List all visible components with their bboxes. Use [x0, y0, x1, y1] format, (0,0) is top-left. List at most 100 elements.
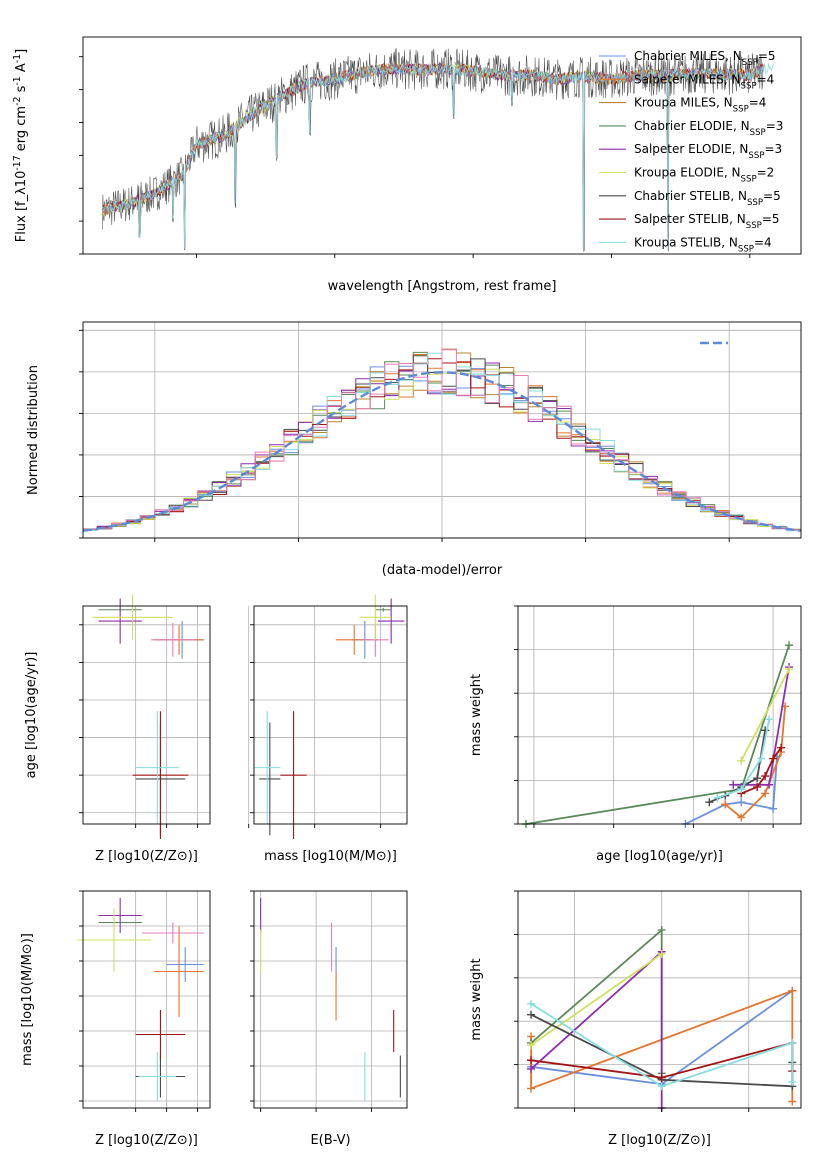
- errorbar-point: [132, 711, 189, 840]
- x-axis-label: Z [log10(Z/Z⊙)]: [95, 849, 198, 864]
- axes-weight_vs_Z: Z [log10(Z/Z⊙)] mass weight: [469, 890, 802, 1148]
- x-axis-label: Z [log10(Z/Z⊙)]: [95, 1133, 198, 1148]
- legend-label: Kroupa ELODIE, NSSP=2: [634, 166, 774, 185]
- x-axis-label: wavelength [Angstrom, rest frame]: [328, 279, 557, 294]
- series-kroupa-stelib: [713, 715, 774, 802]
- data-point: [785, 665, 794, 674]
- y-axis-label: mass weight: [469, 674, 484, 756]
- series-line: [530, 949, 663, 1108]
- data-point: [705, 798, 714, 807]
- errorbar-point: [280, 711, 307, 840]
- series-kroupa-elodie: [737, 665, 794, 765]
- series-line: [716, 719, 770, 799]
- errorbar-point: [377, 598, 405, 644]
- series-line: [740, 668, 790, 762]
- series-salpeter-elodie: [527, 947, 666, 1112]
- plot-frame: [82, 605, 211, 825]
- legend-label: Chabrier MILES, NSSP=5: [634, 49, 776, 68]
- errorbar-point: [135, 711, 180, 824]
- series-salpeter-stelib: [737, 743, 786, 798]
- data-point: [527, 1010, 536, 1019]
- data-point: [788, 1097, 797, 1106]
- data-point: [737, 813, 746, 822]
- spectrum-kroupa-stelib: [102, 62, 775, 251]
- legend-label: Salpeter STELIB, NSSP=5: [634, 212, 780, 231]
- data-point: [657, 949, 666, 958]
- x-axis-label: age [log10(age/yr)]: [596, 849, 723, 864]
- plot-frame: [517, 890, 802, 1109]
- data-point: [753, 782, 762, 791]
- errorbar-point: [359, 594, 392, 640]
- data-point: [788, 986, 797, 995]
- errorbar-point: [375, 607, 392, 612]
- spectrum-lines: [102, 47, 775, 252]
- plot-frame: [82, 36, 802, 255]
- axes-mass_vs_EBV: E(B-V): [250, 890, 408, 1148]
- data-point: [527, 1084, 536, 1093]
- y-axis-label: Normed distribution: [26, 365, 41, 495]
- errorbar-point: [151, 622, 195, 657]
- data-point: [765, 780, 774, 789]
- data-point: [527, 1041, 536, 1050]
- legend-label: Chabrier ELODIE, NSSP=3: [634, 119, 783, 138]
- plot-frame: [517, 605, 802, 825]
- data-point: [753, 774, 762, 783]
- x-axis-label: E(B-V): [310, 1133, 350, 1148]
- plot-frame: [253, 605, 408, 825]
- errorbar-point: [254, 711, 281, 824]
- data-point: [657, 926, 666, 935]
- data-point: [737, 798, 746, 807]
- y-axis-label: mass [log10(M/M⊙)]: [20, 933, 35, 1066]
- data-point: [788, 1038, 797, 1047]
- legend-label: Salpeter ELODIE, NSSP=3: [634, 142, 782, 161]
- plot-frame: [82, 890, 211, 1109]
- plot-frame: [253, 890, 408, 1109]
- y-axis-label: Flux [f_λ10-17 erg cm-2 s-1 A-1]: [12, 49, 30, 242]
- data-point: [788, 1077, 797, 1086]
- legend-label: Kroupa STELIB, NSSP=4: [634, 235, 772, 254]
- axes-residuals: (data-model)/error Normed distribution: [26, 321, 802, 578]
- axes-age_vs_Z: Z [log10(Z/Z⊙)] age [log10(age/yr)]: [24, 594, 211, 864]
- data-point: [729, 780, 738, 789]
- x-axis-label: (data-model)/error: [382, 563, 503, 578]
- data-point: [785, 641, 794, 650]
- y-axis-label: mass weight: [469, 958, 484, 1040]
- data-point: [761, 772, 770, 781]
- legend-label: Salpeter MILES, NSSP=4: [634, 72, 774, 91]
- legend-label: Kroupa MILES, NSSP=4: [634, 96, 766, 115]
- normal-curve: [82, 371, 802, 532]
- data-point: [527, 1056, 536, 1065]
- data-point: [713, 793, 722, 802]
- axes-mass_vs_Z: Z [log10(Z/Z⊙)] mass [log10(M/M⊙)]: [20, 890, 211, 1148]
- legend: Chabrier MILES, NSSP=5 Salpeter MILES, NS…: [599, 49, 783, 254]
- spectrum-chabrier-miles: [102, 62, 764, 251]
- spectrum-chabrier-stelib: [102, 47, 764, 252]
- data-point: [769, 754, 778, 763]
- data-point: [721, 800, 730, 809]
- errorbar-point: [138, 1052, 176, 1101]
- errorbar-point: [76, 908, 152, 972]
- legend-label: Chabrier STELIB, NSSP=5: [634, 189, 781, 208]
- errorbar-point: [141, 922, 204, 944]
- series-kroupa-stelib: [527, 999, 797, 1091]
- x-axis-label: Z [log10(Z/Z⊙)]: [608, 1133, 711, 1148]
- data-point: [527, 999, 536, 1008]
- y-axis-label: age [log10(age/yr)]: [24, 652, 39, 779]
- x-axis-label: mass [log10(M/M⊙)]: [264, 849, 397, 864]
- errorbar-point: [259, 722, 281, 836]
- data-point: [769, 804, 778, 813]
- errorbar-point: [98, 898, 142, 933]
- axes-spectrum: wavelength [Angstrom, rest frame] Flux [f…: [12, 36, 802, 294]
- data-point: [761, 789, 770, 798]
- series-kroupa-elodie: [527, 949, 666, 1050]
- data-point: [777, 743, 786, 752]
- series-line: [525, 644, 790, 825]
- data-point: [737, 756, 746, 765]
- data-point: [657, 1073, 666, 1082]
- series-chabrier-elodie: [521, 641, 794, 828]
- errorbar-point: [154, 926, 204, 1017]
- data-point: [657, 1082, 666, 1091]
- data-point: [757, 754, 766, 763]
- errorbar-point: [92, 594, 173, 640]
